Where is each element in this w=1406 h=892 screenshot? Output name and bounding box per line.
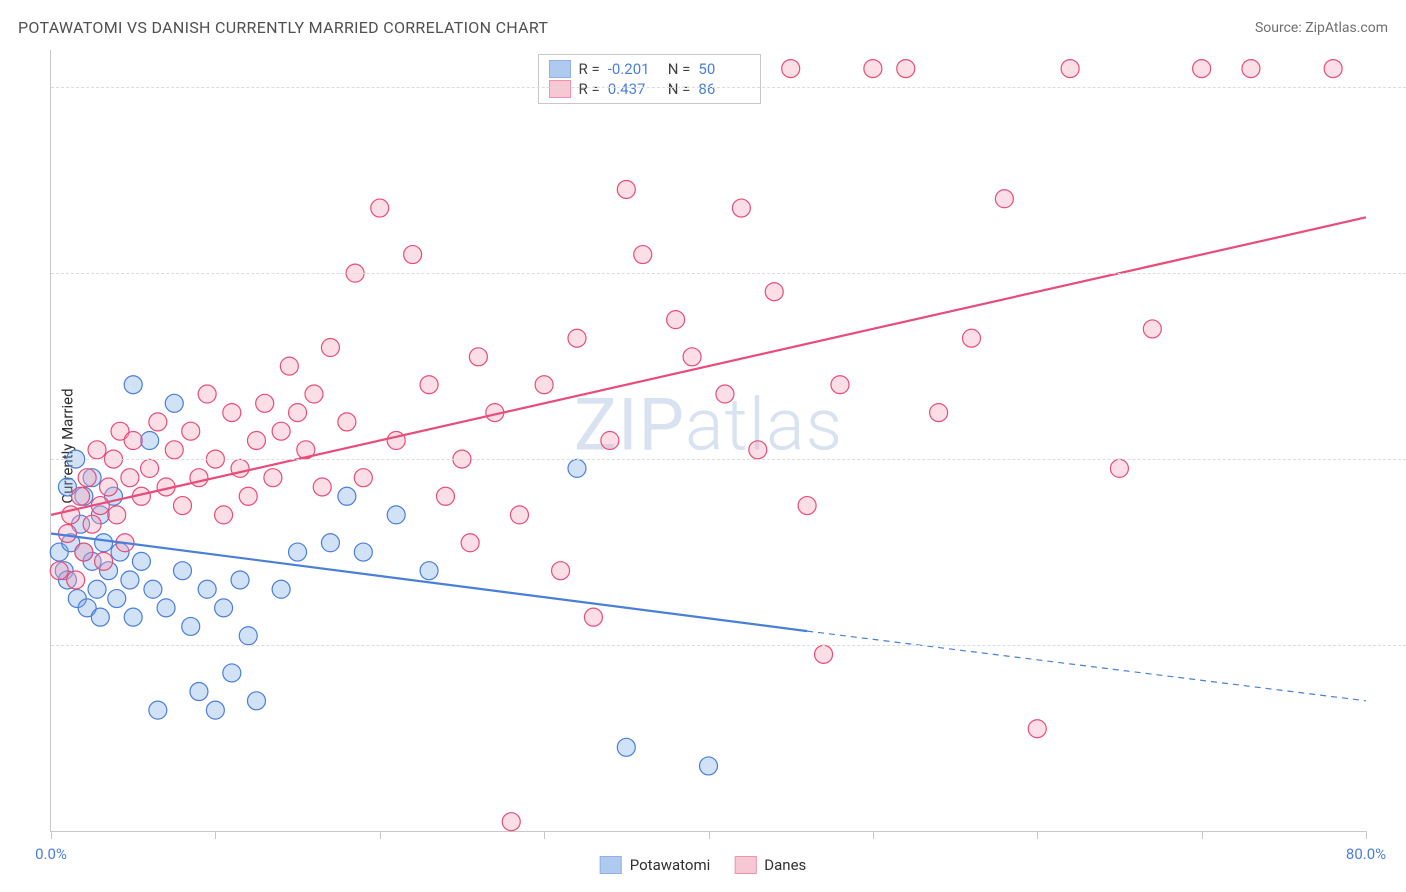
- chart-plot-area: ZIPatlas R =-0.201N =50R =0.437N =86 40.…: [50, 50, 1366, 832]
- correlation-legend-row: R =0.437N =86: [549, 79, 751, 99]
- x-tick-label: 80.0%: [1346, 845, 1386, 863]
- correlation-legend-row: R =-0.201N =50: [549, 59, 751, 79]
- legend-item: Danes: [734, 856, 806, 874]
- x-tick-label: 0.0%: [35, 845, 67, 863]
- legend-item: Potawatomi: [600, 856, 711, 874]
- correlation-legend: R =-0.201N =50R =0.437N =86: [538, 54, 762, 104]
- series-legend: Potawatomi Danes: [600, 856, 807, 874]
- chart-title: POTAWATOMI VS DANISH CURRENTLY MARRIED C…: [18, 18, 548, 37]
- scatter-plot-svg: [51, 50, 1366, 831]
- source-attribution: Source: ZipAtlas.com: [1255, 20, 1388, 36]
